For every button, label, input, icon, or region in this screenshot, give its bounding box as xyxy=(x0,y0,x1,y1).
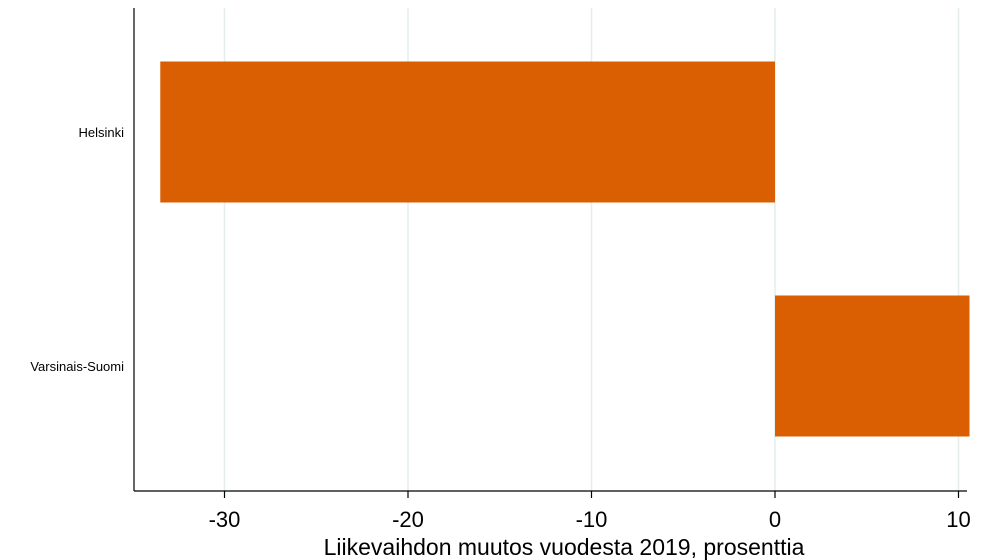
bar-helsinki xyxy=(160,61,775,203)
bar-varsinais-suomi xyxy=(775,295,970,437)
x-tick-label: -30 xyxy=(209,507,241,532)
axes xyxy=(133,8,967,492)
x-axis-title: Liikevaihdon muutos vuodesta 2019, prose… xyxy=(324,534,805,560)
x-tick-label: 10 xyxy=(946,507,970,532)
x-ticks: -30 -20 -10 0 10 xyxy=(209,491,971,532)
bars xyxy=(160,61,970,437)
x-tick-label: -20 xyxy=(392,507,424,532)
x-tick-label: 0 xyxy=(769,507,781,532)
x-tick-label: -10 xyxy=(576,507,608,532)
category-label: Helsinki xyxy=(78,125,124,140)
category-label: Varsinais-Suomi xyxy=(30,359,124,374)
category-labels: Helsinki Varsinais-Suomi xyxy=(30,125,124,374)
